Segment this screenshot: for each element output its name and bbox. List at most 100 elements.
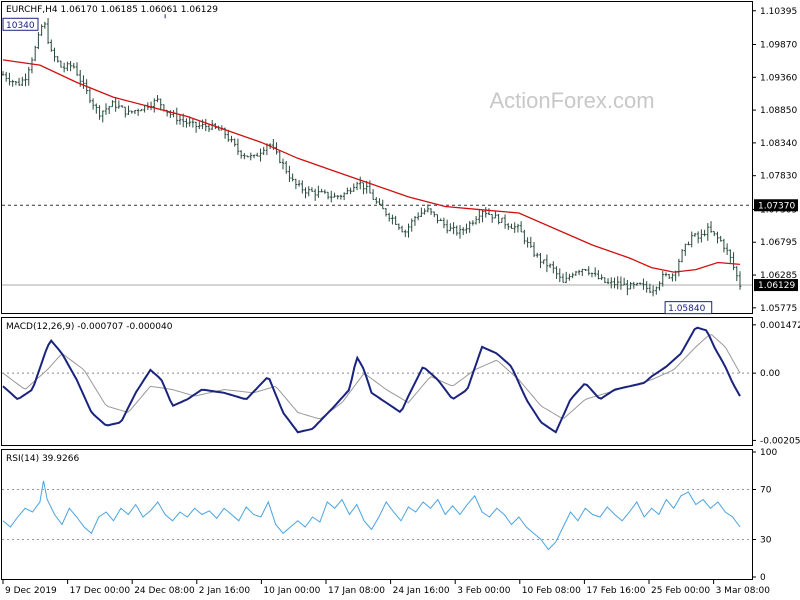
rsi-y-tick-label: 0 [760, 573, 766, 583]
candle [403, 229, 407, 238]
candle [326, 191, 330, 200]
candle [500, 217, 504, 224]
current-price-label: 1.06129 [758, 281, 795, 291]
candle [439, 218, 442, 221]
candle [194, 121, 198, 133]
annotation-label: 1.05840 [668, 304, 705, 314]
candle [140, 108, 143, 112]
candle [564, 271, 568, 284]
candle [600, 274, 603, 281]
macd-panel-title: MACD(12,26,9) -0.000707 -0.000040 [6, 322, 173, 332]
rsi-panel-title: RSI(14) 39.9266 [6, 454, 79, 464]
candle [252, 154, 256, 159]
price-panel-frame [1, 1, 753, 314]
candle [664, 272, 668, 277]
candle [712, 231, 716, 237]
candle [642, 278, 645, 290]
candle [387, 212, 391, 222]
candle [571, 272, 574, 279]
candle [304, 187, 307, 199]
candle [114, 97, 117, 112]
candle [310, 187, 314, 192]
current-price-tag [754, 279, 798, 292]
candle [249, 152, 253, 161]
candle [381, 199, 385, 210]
candle [619, 276, 623, 290]
price-y-tick-label: 1.06285 [760, 271, 797, 281]
candle [24, 73, 27, 87]
candle [655, 286, 658, 295]
candle [651, 285, 655, 297]
price-y-tick-label: 1.08340 [760, 139, 797, 149]
candle [683, 243, 687, 256]
candle [732, 252, 735, 271]
candle [355, 181, 359, 191]
candle [123, 106, 127, 118]
rsi-level-lines [2, 489, 752, 540]
candle [535, 252, 539, 258]
candle [62, 62, 66, 73]
candle [59, 60, 63, 68]
candle [21, 76, 24, 87]
candle [693, 232, 697, 237]
price-y-tick-label: 1.05775 [760, 304, 797, 314]
candle [185, 118, 188, 128]
candle [320, 188, 323, 193]
price-y-tick-label: 1.10395 [760, 7, 797, 17]
candle [317, 185, 320, 198]
candle [281, 158, 285, 170]
rsi-panel: 100 70 30 0 RSI(14) 39.9266 [1, 448, 777, 583]
candle [11, 79, 14, 87]
annotation-box [664, 301, 713, 315]
candle [667, 273, 671, 279]
candle [40, 24, 43, 36]
candle [198, 121, 201, 130]
candle [542, 259, 545, 265]
macd-y-tick-label: 0.00 [760, 369, 780, 379]
candle [4, 71, 8, 82]
candle [91, 98, 95, 110]
candle [716, 231, 719, 244]
candle [658, 281, 661, 291]
candle [661, 271, 665, 287]
candle [632, 281, 636, 289]
candle [284, 160, 288, 174]
candle [413, 215, 417, 226]
candle [342, 192, 346, 201]
candle [613, 277, 616, 289]
candle [358, 176, 362, 190]
candle [14, 81, 18, 86]
macd-y-tick-label: -0.002051 [760, 436, 800, 446]
candle [82, 75, 85, 89]
candle [638, 282, 642, 285]
candle [603, 277, 607, 284]
candle [445, 219, 449, 234]
candle [503, 214, 507, 229]
candle [291, 173, 294, 182]
candle [352, 183, 356, 192]
candle [17, 77, 21, 86]
candle [46, 18, 50, 45]
candle [368, 180, 372, 194]
time-tick-label: 9 Dec 2019 [5, 586, 57, 596]
candle [371, 189, 375, 200]
candle [455, 225, 459, 236]
candle [590, 272, 594, 278]
time-tick-label: 17 Dec 00:00 [70, 586, 131, 596]
candle [552, 261, 555, 274]
candle [545, 254, 549, 273]
candle [191, 118, 195, 128]
candle [577, 269, 581, 276]
candle [429, 208, 433, 215]
candle [329, 190, 333, 203]
candle [243, 152, 246, 160]
candle [156, 95, 159, 103]
candle [719, 235, 722, 242]
candle [523, 229, 526, 245]
candle [442, 217, 446, 229]
candle [178, 113, 182, 125]
candle [484, 207, 488, 218]
candle [95, 103, 98, 114]
candle [259, 148, 262, 162]
candle [30, 57, 34, 74]
